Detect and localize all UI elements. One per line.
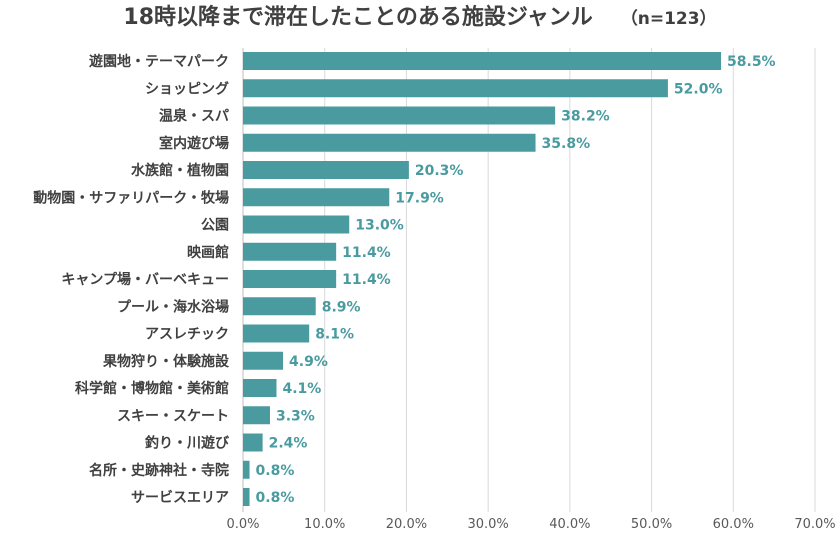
x-tick-label: 60.0%	[713, 517, 754, 532]
category-label: 室内遊び場	[159, 135, 229, 152]
category-label: 遊園地・テーマパーク	[89, 53, 229, 70]
value-label: 35.8%	[542, 136, 591, 152]
bar	[243, 242, 337, 261]
value-label: 58.5%	[727, 54, 776, 70]
category-label: 公園	[201, 218, 229, 234]
x-tick-label: 20.0%	[386, 517, 427, 532]
bar	[243, 488, 250, 506]
value-label: 2.4%	[269, 436, 308, 452]
bar	[243, 52, 722, 70]
category-label: サービスエリア	[131, 490, 229, 506]
value-label: 52.0%	[674, 81, 723, 97]
bar	[243, 215, 350, 234]
bar	[243, 161, 409, 179]
category-label: 名所・史跡神社・寺院	[89, 462, 229, 479]
x-tick-label: 0.0%	[226, 517, 259, 532]
bar	[243, 133, 536, 152]
category-label: 水族館・植物園	[131, 162, 229, 179]
category-label: 釣り・川遊び	[145, 435, 230, 452]
bar	[243, 79, 668, 98]
category-label: スキー・スケート	[117, 408, 229, 424]
sample-size: （n=123）	[620, 9, 717, 29]
bar	[243, 270, 337, 288]
bar	[243, 433, 263, 452]
value-label: 38.2%	[561, 109, 610, 125]
x-tick-label: 70.0%	[794, 517, 835, 532]
chart-title: 18時以降まで滞在したことのある施設ジャンル	[123, 5, 593, 30]
value-label: 0.8%	[256, 463, 295, 479]
category-label: 映画館	[187, 244, 229, 261]
x-tick-label: 40.0%	[549, 517, 590, 532]
value-label: 3.3%	[276, 408, 315, 424]
x-tick-label: 10.0%	[304, 517, 345, 532]
value-label: 17.9%	[395, 190, 444, 206]
category-label: 科学館・博物館・美術館	[75, 380, 229, 397]
category-label: 温泉・スパ	[159, 108, 229, 125]
category-label: プール・海水浴場	[117, 298, 229, 315]
value-label: 20.3%	[415, 163, 464, 179]
category-label: アスレチック	[145, 327, 229, 343]
bar	[243, 351, 284, 370]
value-label: 11.4%	[342, 272, 391, 288]
bar	[243, 188, 390, 207]
bar	[243, 460, 250, 479]
bar	[243, 297, 316, 316]
bar	[243, 324, 310, 343]
value-label: 8.9%	[322, 299, 361, 315]
x-tick-label: 50.0%	[631, 517, 672, 532]
value-label: 4.1%	[283, 381, 322, 397]
category-label: 果物狩り・体験施設	[102, 353, 230, 370]
value-label: 11.4%	[342, 245, 391, 261]
category-label: キャンプ場・バーベキュー	[61, 271, 229, 288]
bar	[243, 106, 556, 125]
chart-title-bar: 18時以降まで滞在したことのある施設ジャンル （n=123）	[0, 0, 840, 40]
value-label: 13.0%	[355, 218, 404, 234]
value-label: 8.1%	[315, 327, 354, 343]
category-label: 動物園・サファリパーク・牧場	[33, 189, 229, 206]
bar	[243, 406, 270, 425]
value-label: 0.8%	[256, 490, 295, 506]
category-label: ショッピング	[145, 80, 229, 97]
bar	[243, 379, 277, 397]
value-label: 4.9%	[289, 354, 328, 370]
x-tick-label: 30.0%	[467, 517, 508, 532]
